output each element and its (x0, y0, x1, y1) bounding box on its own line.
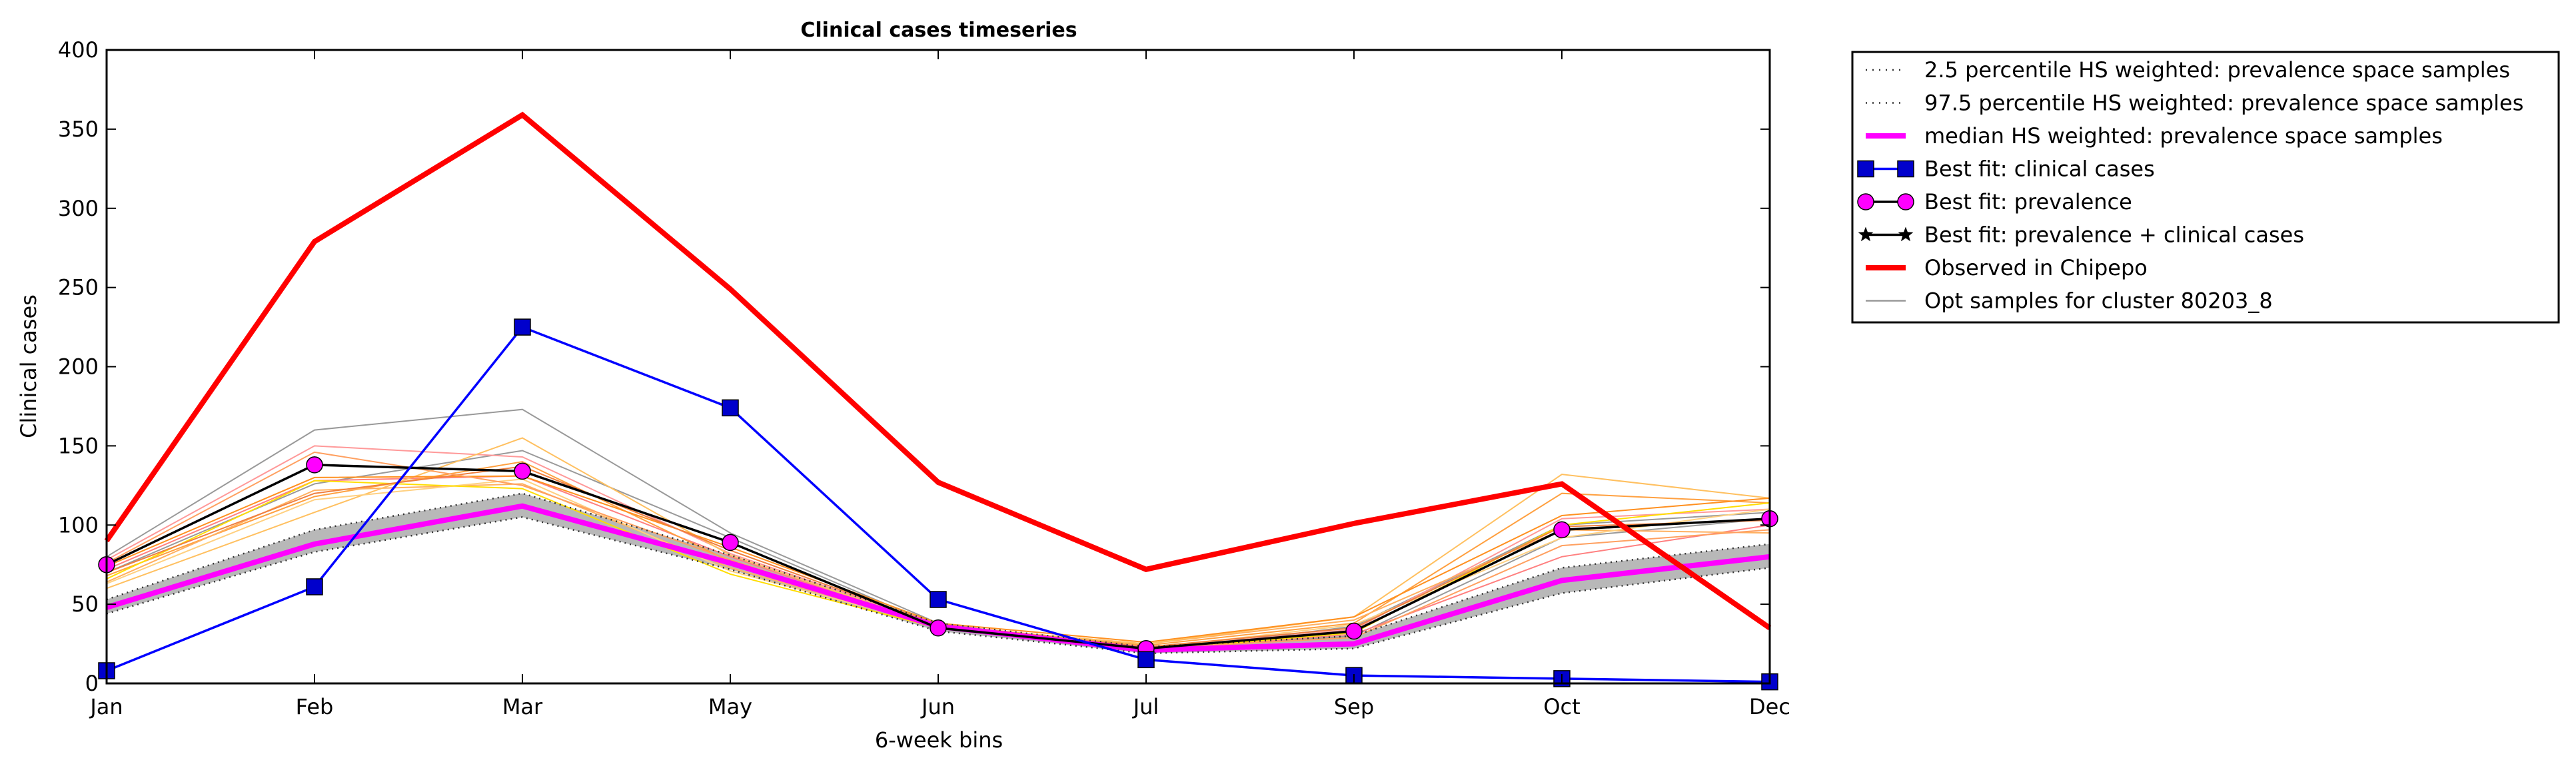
legend-marker (1857, 193, 1874, 210)
best-fit-clinical-marker (1137, 651, 1155, 669)
legend-item: Best fit: prevalence (1857, 189, 2132, 214)
x-tick-label: Oct (1543, 694, 1580, 719)
x-axis-label: 6-week bins (875, 727, 1003, 753)
legend-label: median HS weighted: prevalence space sam… (1924, 123, 2443, 149)
x-tick-label: Jun (920, 694, 955, 719)
best-fit-prevalence-series (98, 456, 1778, 657)
percentile-97-5-line (106, 492, 1770, 648)
y-tick-label: 350 (58, 117, 99, 142)
legend-item: Best fit: prevalence + clinical cases (1858, 222, 2304, 248)
y-axis-label: Clinical cases (16, 294, 41, 438)
best-fit-clinical-marker (930, 591, 947, 608)
legend: 2.5 percentile HS weighted: prevalence s… (1851, 51, 2560, 324)
chart-title: Clinical cases timeseries (800, 19, 1077, 42)
x-tick-label: Sep (1334, 694, 1374, 719)
legend-marker (1898, 226, 1914, 242)
legend-marker (1897, 160, 1914, 178)
legend-label: 97.5 percentile HS weighted: prevalence … (1924, 91, 2523, 116)
best-fit-prevalence-marker (930, 619, 947, 637)
x-tick-label: Dec (1749, 694, 1790, 719)
y-tick-label: 0 (85, 671, 99, 696)
observed-line (104, 111, 1772, 631)
y-tick-label: 150 (58, 433, 99, 458)
legend-item: median HS weighted: prevalence space sam… (1866, 123, 2443, 149)
legend-item: 2.5 percentile HS weighted: prevalence s… (1866, 57, 2510, 83)
legend-item: Observed in Chipepo (1866, 255, 2148, 280)
best-fit-prevalence-marker (514, 462, 531, 480)
legend-item: 97.5 percentile HS weighted: prevalence … (1866, 91, 2523, 116)
y-tick-label: 250 (58, 275, 99, 300)
y-tick-label: 300 (58, 196, 99, 221)
best-fit-clinical-series (98, 318, 1778, 691)
y-tick-label: 400 (58, 37, 99, 63)
x-tick-label: Jul (1132, 694, 1159, 719)
best-fit-clinical-marker (722, 399, 739, 417)
x-tick-label: Jan (89, 694, 123, 719)
legend-label: Best fit: clinical cases (1924, 157, 2155, 182)
axes: Jan Feb Mar May Jun Jul Sep Oct Dec 0 50 100 150 200 2… (58, 37, 1790, 719)
legend-item: Opt samples for cluster 80203_8 (1866, 288, 2273, 314)
best-fit-prevalence-marker (1345, 622, 1363, 640)
x-tick-label: May (708, 694, 752, 719)
legend-label: Opt samples for cluster 80203_8 (1924, 288, 2273, 314)
legend-label: Observed in Chipepo (1924, 255, 2148, 280)
legend-marker (1858, 226, 1874, 242)
legend-label: Best fit: prevalence + clinical cases (1924, 222, 2304, 248)
legend-label: Best fit: prevalence (1924, 189, 2132, 214)
legend-box (1851, 51, 2560, 324)
y-tick-label: 200 (58, 354, 99, 380)
y-tick-label: 100 (58, 512, 99, 538)
x-tick-label: Mar (502, 694, 543, 719)
best-fit-clinical-marker (514, 318, 531, 336)
legend-label: 2.5 percentile HS weighted: prevalence s… (1924, 57, 2510, 83)
best-fit-prevalence-marker (306, 456, 323, 474)
plot-area (98, 111, 1778, 691)
opt-sample-line (106, 475, 1770, 643)
best-fit-prevalence-marker (722, 534, 739, 552)
x-tick-label: Feb (296, 694, 334, 719)
best-fit-clinical-marker (306, 578, 323, 595)
legend-marker (1857, 160, 1874, 178)
legend-marker (1897, 193, 1914, 210)
legend-item: Best fit: clinical cases (1857, 157, 2155, 182)
best-fit-prevalence-marker (1553, 521, 1571, 539)
y-tick-label: 50 (71, 591, 99, 617)
